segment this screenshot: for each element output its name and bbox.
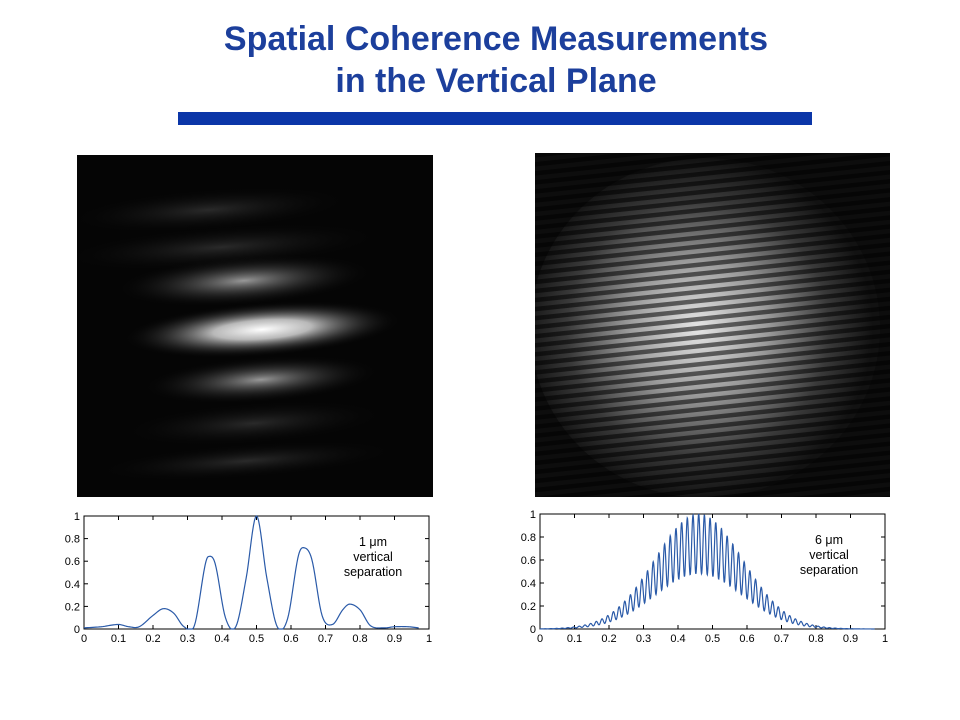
y-tick-label: 0.6	[65, 556, 80, 568]
x-tick-label: 0.7	[774, 633, 789, 645]
y-tick-label: 0.8	[521, 532, 536, 544]
x-tick-label: 0.1	[111, 633, 126, 645]
y-tick-label: 0.6	[521, 555, 536, 567]
x-tick-label: 0.8	[352, 633, 367, 645]
x-tick-label: 0.1	[567, 633, 582, 645]
y-tick-label: 1	[74, 511, 80, 523]
x-tick-label: 0	[81, 633, 87, 645]
y-tick-label: 1	[530, 509, 536, 521]
title-line-1: Spatial Coherence Measurements	[223, 20, 769, 58]
y-tick-label: 0.2	[65, 601, 80, 613]
fringe	[141, 355, 381, 405]
x-tick-label: 1	[882, 633, 888, 645]
series-line	[83, 515, 419, 630]
y-tick-label: 0.4	[65, 579, 80, 591]
x-tick-label: 0.7	[318, 633, 333, 645]
annotation-line: 6 μm	[815, 533, 843, 547]
x-tick-label: 0.4	[214, 633, 229, 645]
x-tick-label: 0.9	[843, 633, 858, 645]
x-tick-label: 1	[426, 633, 432, 645]
x-tick-label: 0.2	[145, 633, 160, 645]
interference-image-6um	[535, 153, 890, 497]
x-tick-label: 0.4	[670, 633, 685, 645]
series-line	[539, 513, 875, 630]
y-tick-label: 0.8	[65, 534, 80, 546]
y-tick-label: 0	[530, 624, 536, 636]
x-tick-label: 0.9	[387, 633, 402, 645]
y-tick-label: 0.4	[521, 578, 536, 590]
y-tick-label: 0.2	[521, 601, 536, 613]
profile-plot-6um: 0 0.1 0.2 0.3 0.4 0.5 0.6 0.7 0.8 0.9 1 0 0.2 0.4 0.6 0…	[518, 506, 896, 652]
fringe	[114, 254, 374, 308]
x-tick-label: 0.8	[808, 633, 823, 645]
title-line-2: in the Vertical Plane	[335, 62, 657, 100]
y-tick-label: 0	[74, 624, 80, 636]
x-tick-label: 0.5	[249, 633, 264, 645]
profile-plot-1um: 0 0.1 0.2 0.3 0.4 0.5 0.6 0.7 0.8 0.9 1 0 0.2 0.4 0.6 0…	[60, 506, 440, 652]
x-tick-label: 0.6	[283, 633, 298, 645]
annotation-line: vertical	[809, 548, 849, 562]
x-tick-label: 0.2	[601, 633, 616, 645]
annotation-line: separation	[800, 563, 858, 577]
x-tick-label: 0.5	[705, 633, 720, 645]
fringe	[86, 439, 407, 483]
x-tick-label: 0	[537, 633, 543, 645]
annotation-line: vertical	[353, 550, 393, 564]
x-tick-label: 0.3	[636, 633, 651, 645]
interference-image-1um	[77, 155, 433, 497]
fringe	[77, 185, 359, 235]
annotation-line: 1 μm	[359, 535, 387, 549]
fine-fringes	[535, 153, 890, 497]
x-tick-label: 0.3	[180, 633, 195, 645]
fringe	[114, 399, 394, 448]
page-title: Spatial Coherence Measurements in the Ve…	[180, 18, 812, 102]
title-underline	[178, 112, 812, 125]
annotation-line: separation	[344, 565, 402, 579]
fringe	[122, 300, 402, 359]
x-tick-label: 0.6	[739, 633, 754, 645]
